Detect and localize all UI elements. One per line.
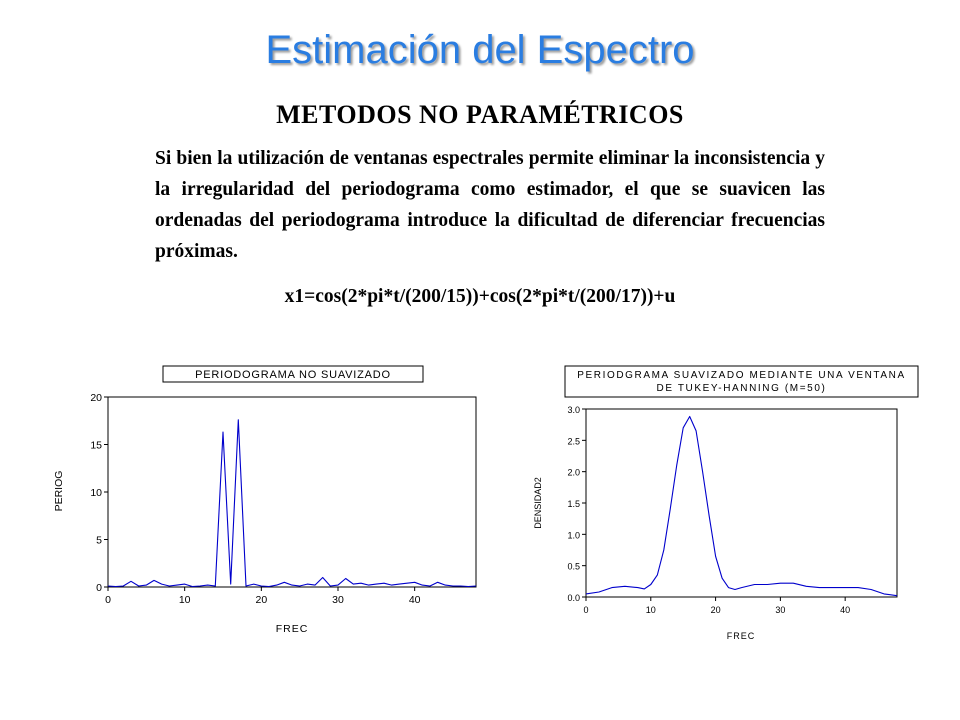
chart-title-box — [564, 365, 919, 398]
x-tick-label: 10 — [646, 605, 656, 615]
x-tick-label: 0 — [583, 605, 588, 615]
series-line — [107, 419, 477, 588]
chart-title-box — [162, 365, 424, 383]
y-axis-label: PERIOG — [53, 471, 65, 512]
y-tick-label: 1.5 — [567, 499, 580, 509]
x-axis-label: FREC — [727, 631, 756, 641]
x-tick-label: 30 — [332, 594, 344, 606]
chart-title-line: DE TUKEY-HANNING (M=50) — [657, 383, 827, 394]
y-tick-label: 20 — [90, 392, 102, 404]
plot-frame — [107, 396, 477, 588]
x-tick-label: 30 — [775, 605, 785, 615]
y-tick-label: 0.0 — [567, 593, 580, 603]
body-paragraph: Si bien la utilización de ventanas espec… — [155, 148, 825, 262]
y-tick-label: 10 — [90, 487, 102, 499]
chart-title-line: PERIODGRAMA SUAVIZADO MEDIANTE UNA VENTA… — [577, 370, 906, 381]
slide-subtitle: METODOS NO PARAMÉTRICOS — [276, 100, 684, 129]
plot-frame — [585, 408, 898, 598]
x-tick-label: 40 — [840, 605, 850, 615]
y-tick-label: 2.5 — [567, 436, 580, 446]
formula: x1=cos(2*pi*t/(200/15))+cos(2*pi*t/(200/… — [284, 286, 676, 307]
x-tick-label: 0 — [105, 594, 111, 606]
y-tick-label: 0.5 — [567, 562, 580, 572]
y-tick-label: 3.0 — [567, 405, 580, 415]
slide-title: Estimación del Espectro — [265, 28, 695, 72]
y-axis-label: DENSIDAD2 — [533, 477, 543, 529]
x-axis-label: FREC — [276, 623, 309, 635]
y-tick-label: 1.0 — [567, 530, 580, 540]
y-tick-label: 2.0 — [567, 468, 580, 478]
x-tick-label: 40 — [409, 594, 421, 606]
x-tick-label: 20 — [711, 605, 721, 615]
y-tick-label: 15 — [90, 440, 102, 452]
chart-title: PERIODOGRAMA NO SUAVIZADO — [195, 369, 391, 381]
y-tick-label: 5 — [96, 535, 102, 547]
x-tick-label: 20 — [255, 594, 267, 606]
y-tick-label: 0 — [96, 582, 102, 594]
x-tick-label: 10 — [179, 594, 191, 606]
series-line — [585, 415, 898, 597]
